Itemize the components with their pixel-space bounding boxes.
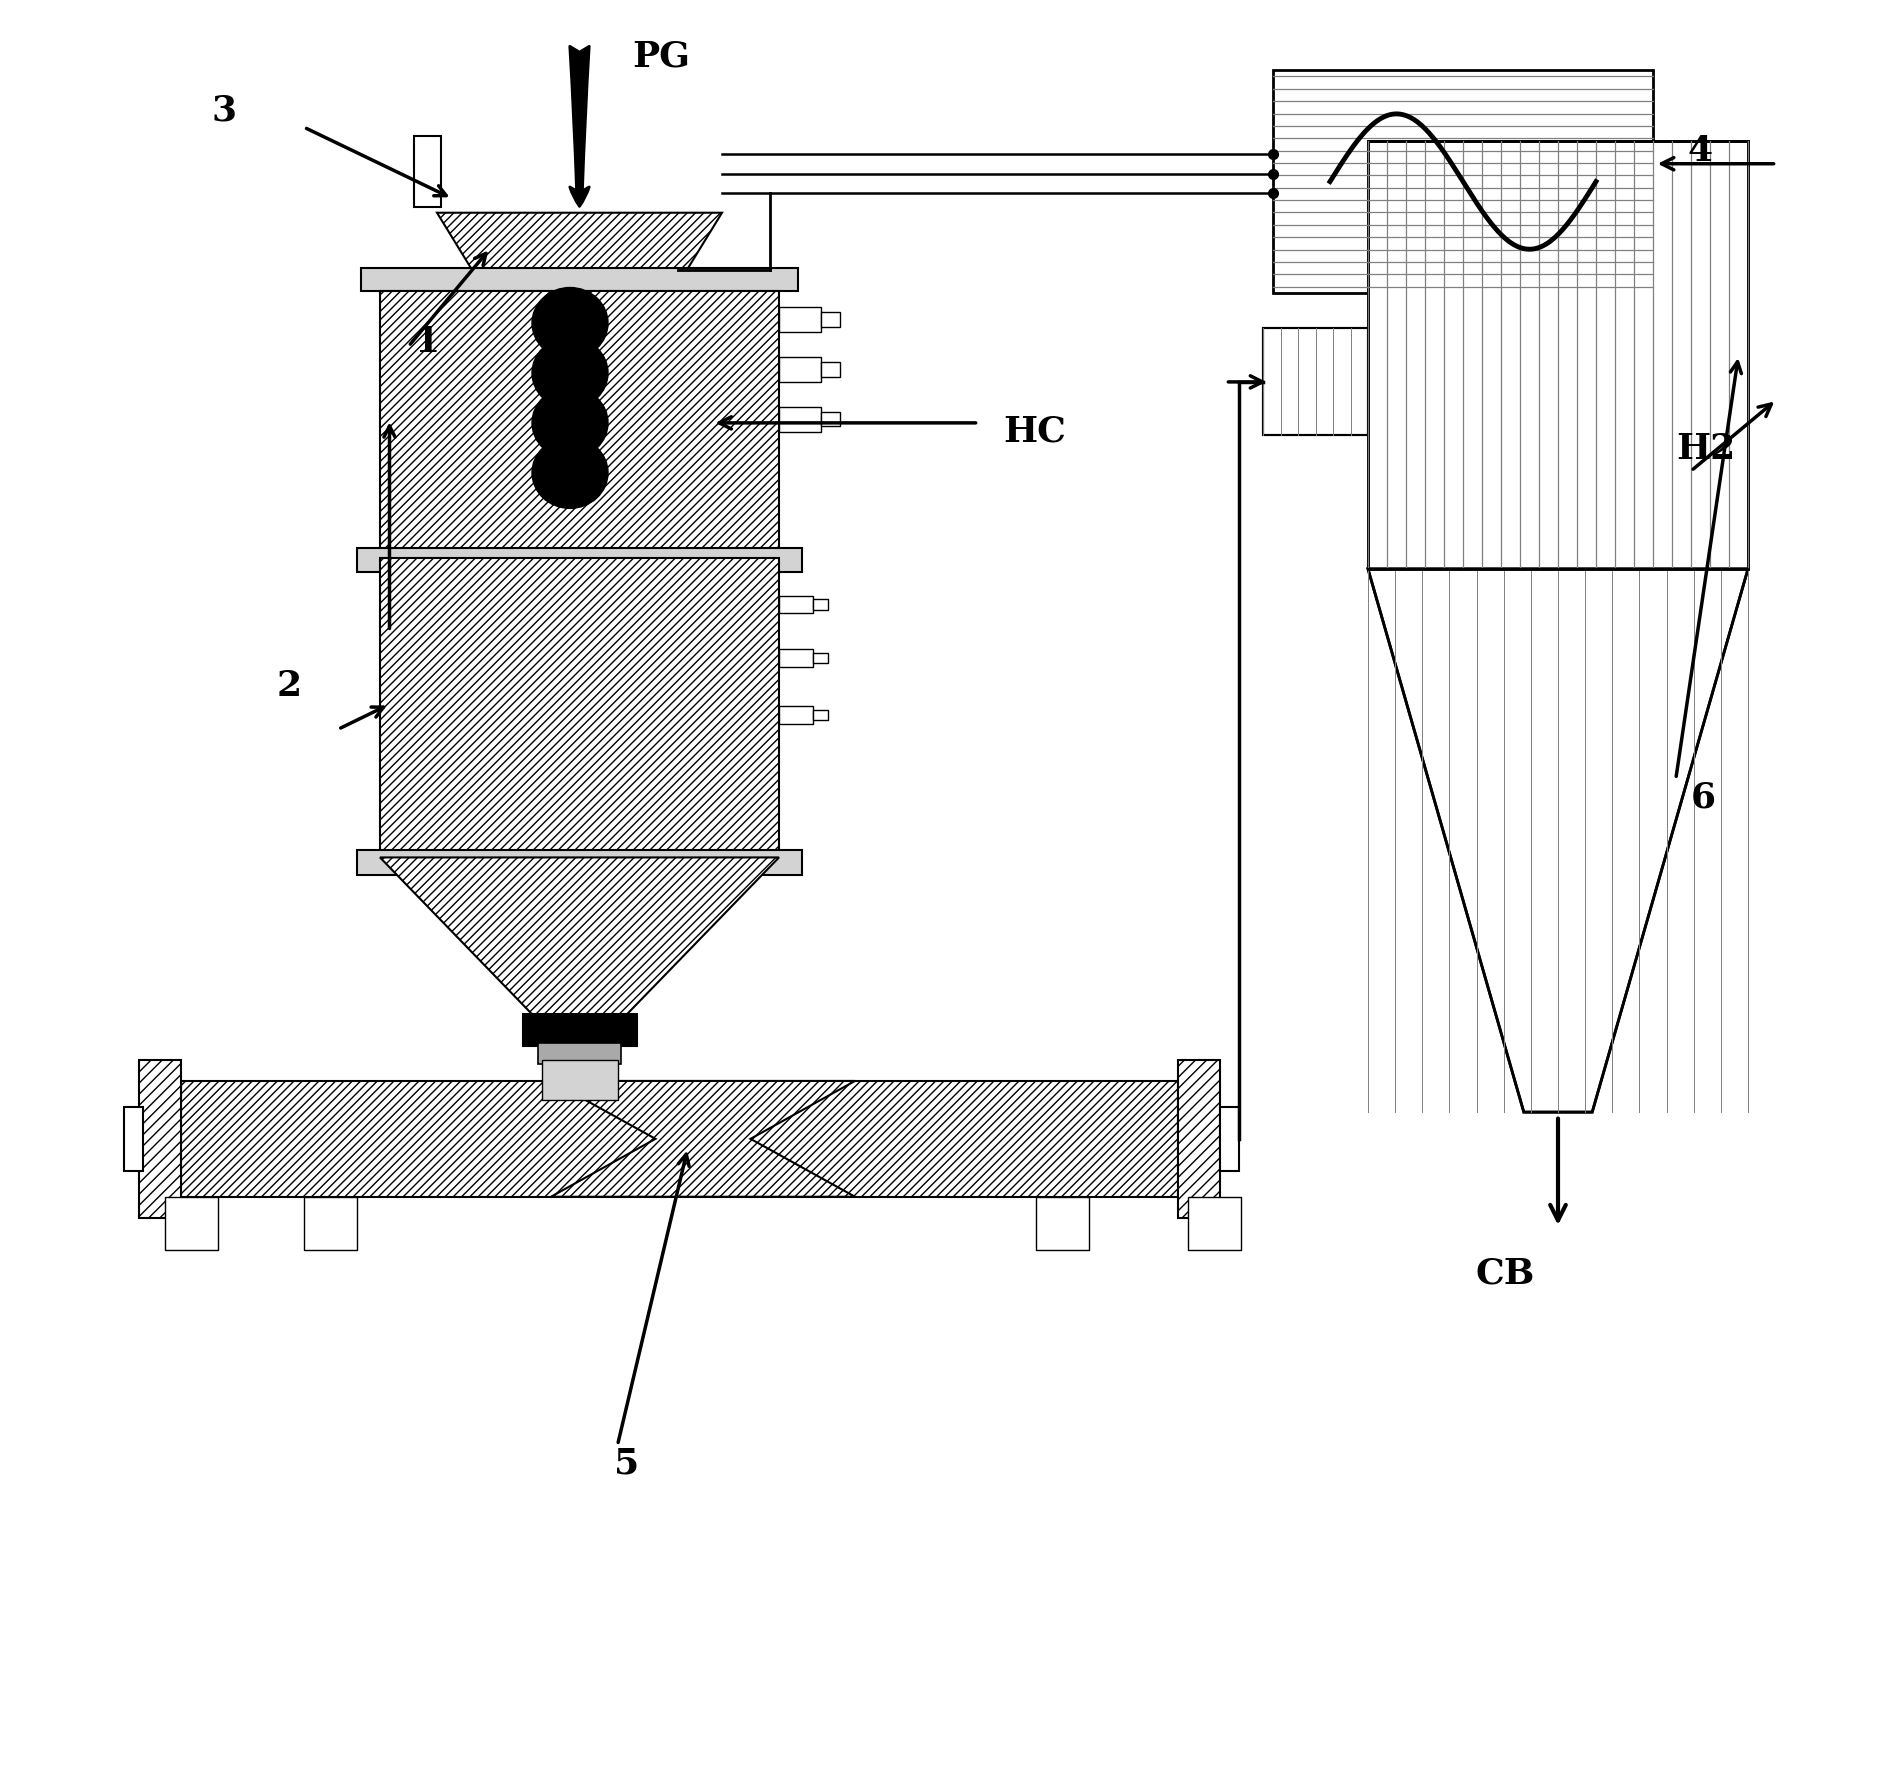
Text: 1: 1 [414, 324, 441, 360]
Text: 5: 5 [614, 1445, 640, 1481]
Bar [821, 313, 840, 328]
Bar [779, 408, 821, 433]
Bar [380, 292, 779, 552]
Bar [813, 600, 828, 611]
Bar [357, 851, 802, 876]
Text: HC: HC [1003, 413, 1066, 449]
Bar [821, 363, 840, 377]
Bar [180, 1082, 1178, 1198]
Bar [813, 653, 828, 664]
Bar [779, 358, 821, 383]
Bar [779, 707, 813, 724]
Bar [380, 559, 779, 854]
Text: 3: 3 [211, 93, 238, 128]
Text: CB: CB [1474, 1255, 1535, 1290]
Circle shape [532, 288, 608, 360]
Bar [414, 137, 441, 208]
Bar [538, 1043, 621, 1064]
Bar [357, 548, 802, 573]
Text: 2: 2 [276, 668, 302, 703]
Circle shape [532, 388, 608, 459]
Text: PG: PG [633, 39, 692, 75]
Bar [1368, 142, 1748, 570]
Text: H2: H2 [1676, 431, 1735, 466]
Bar [779, 596, 813, 614]
Bar [522, 1015, 636, 1047]
Text: 4: 4 [1687, 134, 1712, 169]
Bar [1188, 1198, 1241, 1251]
Bar [139, 1061, 180, 1218]
Bar [813, 710, 828, 721]
Bar [779, 650, 813, 668]
Bar [304, 1198, 357, 1251]
Bar [1264, 329, 1368, 436]
Bar [1273, 71, 1653, 294]
Polygon shape [551, 1082, 855, 1198]
Circle shape [532, 338, 608, 409]
Bar [542, 1061, 618, 1100]
Bar [821, 413, 840, 427]
Bar [124, 1107, 142, 1171]
Text: 6: 6 [1691, 780, 1716, 815]
Bar [361, 269, 798, 292]
Bar [779, 308, 821, 333]
Bar [1178, 1061, 1220, 1218]
Bar [165, 1198, 218, 1251]
Bar [1220, 1107, 1239, 1171]
Polygon shape [380, 858, 779, 1015]
Bar [1368, 142, 1748, 570]
Bar [1264, 329, 1368, 436]
Circle shape [532, 438, 608, 509]
Bar [1036, 1198, 1089, 1251]
Polygon shape [437, 214, 722, 285]
Polygon shape [1368, 570, 1748, 1112]
